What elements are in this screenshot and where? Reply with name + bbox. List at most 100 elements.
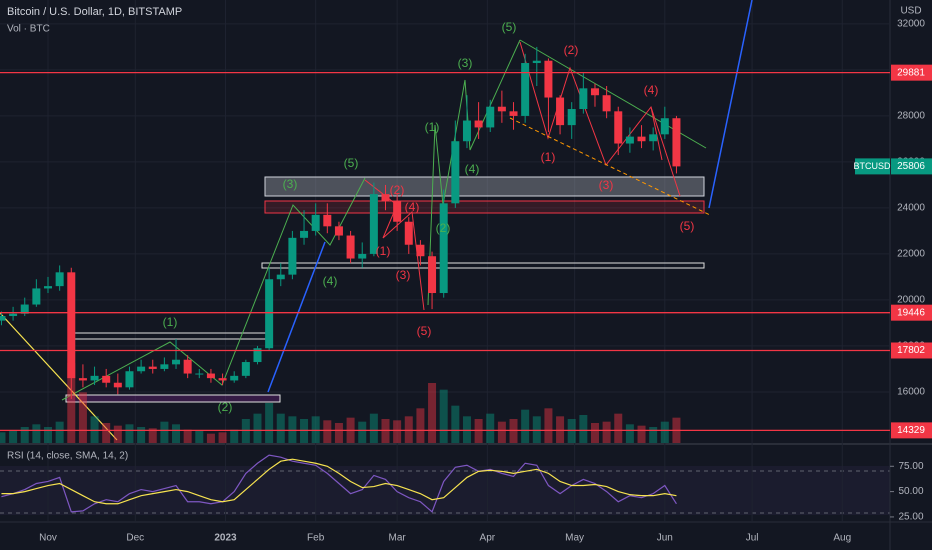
candle-body — [288, 237, 297, 275]
volume-bar — [288, 416, 297, 443]
symbol-tag-label: BTCUSD — [853, 161, 891, 171]
candle-body — [90, 375, 99, 381]
candle-body — [55, 272, 64, 287]
volume-bar — [393, 420, 402, 443]
projection-line — [267, 241, 326, 393]
candle-body — [649, 134, 658, 142]
volume-bar — [195, 431, 204, 443]
level-tag-label: 29881 — [897, 67, 925, 78]
chart-title: Bitcoin / U.S. Dollar, 1D, BITSTAMP — [7, 6, 182, 18]
level-tag-label: 17802 — [897, 345, 925, 356]
volume-bar — [137, 427, 146, 443]
rsi-tick-label: 25.00 — [898, 512, 923, 523]
candle-body — [579, 88, 588, 110]
volume-bar — [253, 413, 262, 443]
volume-bar — [148, 428, 157, 443]
drawings — [0, 0, 753, 441]
volume-bar — [78, 392, 87, 443]
level-tag-label: 14329 — [897, 425, 925, 436]
y-tick-label: 20000 — [897, 295, 925, 306]
y-tick-label: 16000 — [897, 387, 925, 398]
symbol-tag — [855, 158, 890, 175]
zone-box — [65, 394, 281, 403]
volume-bar — [590, 423, 599, 443]
volume-bar — [102, 423, 111, 443]
rsi-sma-line — [1, 458, 677, 505]
volume-bar — [32, 424, 41, 443]
volume-bar — [206, 433, 215, 443]
zone-box — [261, 262, 705, 269]
volume-bar — [497, 421, 506, 443]
candle-body — [0, 316, 6, 321]
volume-bar — [55, 421, 64, 443]
trend-line — [509, 117, 711, 216]
volume-bar — [369, 413, 378, 443]
candle-body — [439, 203, 448, 294]
trend-line — [0, 312, 118, 441]
wave-label: (3) — [458, 56, 473, 70]
volume-bar — [649, 427, 658, 443]
rsi-tick-label: 50.00 — [898, 486, 923, 497]
candle-body — [614, 111, 623, 144]
wave-label: (4) — [465, 162, 480, 176]
rsi-band — [0, 466, 890, 515]
x-tick-label: May — [565, 533, 584, 544]
candle-body — [474, 120, 483, 128]
candle-body — [381, 194, 390, 202]
volume-bar — [404, 416, 413, 443]
y-tick-label: 22000 — [897, 249, 925, 260]
x-tick-label: Jun — [657, 533, 673, 544]
candle-body — [9, 313, 18, 317]
x-tick-label: Feb — [307, 533, 325, 544]
wave-label: (1) — [425, 120, 440, 134]
volume-bar — [20, 427, 29, 443]
candle-body — [241, 362, 250, 376]
candle-body — [544, 60, 553, 98]
candle-body — [125, 371, 134, 388]
candle-body — [451, 141, 460, 204]
y-tick-label: 24000 — [897, 203, 925, 214]
candle-body — [67, 272, 76, 379]
candle-body — [78, 378, 87, 381]
wave-label: (3) — [599, 178, 614, 192]
wave-label: (4) — [405, 200, 420, 214]
wave-label: (1) — [163, 315, 178, 329]
rsi-title: RSI (14, close, SMA, 14, 2) — [7, 451, 128, 462]
candle-body — [265, 279, 274, 349]
candle-body — [428, 256, 437, 294]
level-tag — [891, 342, 932, 359]
candle-body — [509, 111, 518, 116]
volume-title: Vol · BTC — [7, 24, 50, 35]
candle-body — [334, 226, 343, 236]
candle-body — [183, 359, 192, 374]
rsi-tick-label: 75.00 — [898, 461, 923, 472]
candle-body — [497, 106, 506, 112]
candle-body — [206, 373, 215, 379]
candle-body — [637, 136, 646, 142]
volume-bar — [265, 403, 274, 443]
candle-body — [521, 63, 530, 116]
wave-label: (2) — [218, 400, 233, 414]
candle-body — [44, 286, 53, 289]
candle-body — [230, 375, 239, 381]
candle-body — [113, 382, 122, 388]
candle-body — [532, 60, 541, 64]
volume-bar — [660, 421, 669, 443]
y-tick-label: 32000 — [897, 19, 925, 30]
x-tick-label: Dec — [126, 533, 144, 544]
candle-body — [404, 221, 413, 245]
candle-body — [556, 97, 565, 126]
candle-body — [416, 244, 425, 257]
last-price-tag — [891, 158, 932, 175]
candle-body — [218, 378, 227, 381]
candle-body — [369, 194, 378, 254]
x-tick-label: Mar — [389, 533, 407, 544]
candle-body — [276, 274, 285, 280]
candle-body — [393, 201, 402, 222]
level-tag-label: 19446 — [897, 307, 925, 318]
volume-bar — [614, 413, 623, 443]
candle-body — [567, 109, 576, 126]
projection-line — [708, 0, 753, 209]
level-tag — [891, 64, 932, 81]
